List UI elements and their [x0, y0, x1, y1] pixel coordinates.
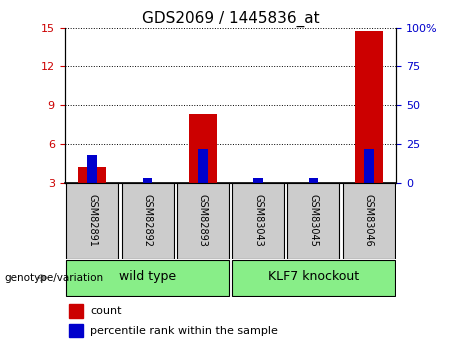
Bar [355, 31, 383, 183]
Bar [189, 114, 217, 183]
Text: GSM83046: GSM83046 [364, 195, 374, 247]
Bar [232, 259, 395, 296]
Text: genotype/variation: genotype/variation [5, 273, 104, 283]
Bar [87, 155, 97, 183]
Text: percentile rank within the sample: percentile rank within the sample [90, 326, 278, 336]
Bar [364, 149, 374, 183]
Text: GSM82891: GSM82891 [87, 194, 97, 247]
Text: count: count [90, 306, 122, 316]
Bar [177, 183, 229, 259]
Text: GDS2069 / 1445836_at: GDS2069 / 1445836_at [142, 10, 319, 27]
Text: KLF7 knockout: KLF7 knockout [268, 270, 359, 284]
Bar [232, 183, 284, 259]
Bar [78, 167, 106, 183]
Bar [69, 304, 83, 317]
Text: GSM83045: GSM83045 [308, 194, 319, 247]
Bar [66, 259, 229, 296]
Bar [343, 183, 395, 259]
Bar [198, 149, 208, 183]
Text: GSM82893: GSM82893 [198, 194, 208, 247]
Bar [122, 183, 173, 259]
Text: GSM83043: GSM83043 [253, 195, 263, 247]
Bar [69, 324, 83, 337]
Bar [288, 183, 339, 259]
Bar [142, 178, 153, 183]
Text: wild type: wild type [119, 270, 176, 284]
Text: GSM82892: GSM82892 [142, 194, 153, 247]
Bar [66, 183, 118, 259]
Bar [308, 178, 319, 183]
Bar [253, 178, 263, 183]
